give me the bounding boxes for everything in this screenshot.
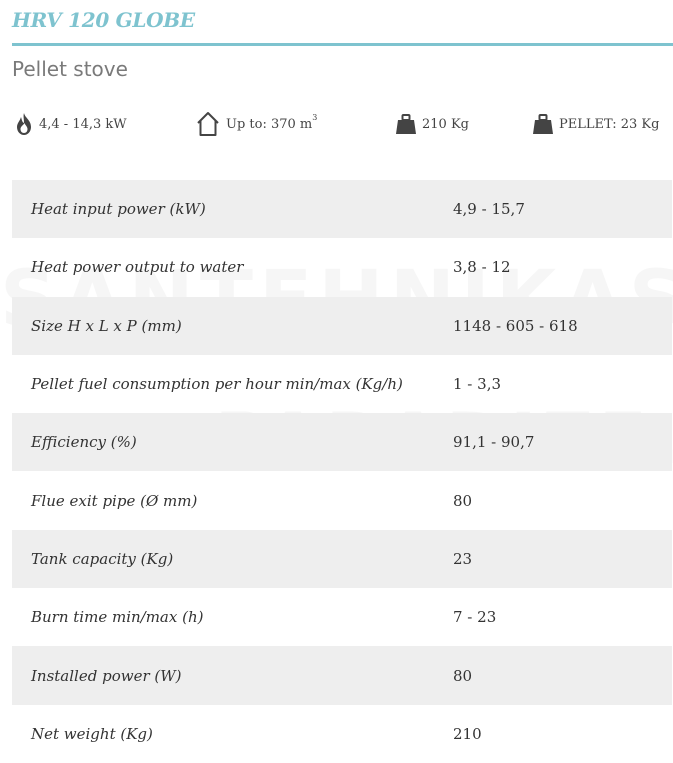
spec-label: Burn time min/max (h)	[31, 608, 204, 627]
spec-label: Efficiency (%)	[31, 433, 137, 452]
feature-power: 4,4 - 14,3 kW	[14, 110, 127, 138]
spec-label: Pellet fuel consumption per hour min/max…	[31, 375, 403, 394]
spec-label: Installed power (W)	[31, 666, 182, 685]
table-row: Burn time min/max (h) 7 - 23	[12, 588, 672, 646]
flame-icon	[14, 112, 34, 136]
table-row: Net weight (Kg) 210	[12, 705, 672, 763]
product-title: HRV 120 GLOBE	[12, 8, 195, 32]
feature-weight: 210 Kg	[395, 110, 469, 138]
weight-icon	[395, 113, 417, 135]
feature-area-text: Up to: 370 m3	[226, 113, 318, 132]
table-row: Size H x L x P (mm) 1148 - 605 - 618	[12, 296, 672, 355]
spec-value: 80	[453, 666, 473, 685]
spec-label: Size H x L x P (mm)	[31, 316, 182, 335]
spec-value: 4,9 - 15,7	[453, 200, 525, 219]
specs-table: Heat input power (kW) 4,9 - 15,7 Heat po…	[12, 180, 672, 763]
spec-value: 80	[453, 491, 473, 510]
spec-value: 7 - 23	[453, 608, 497, 627]
feature-pellet-text: PELLET: 23 Kg	[559, 116, 660, 132]
feature-power-text: 4,4 - 14,3 kW	[39, 116, 127, 132]
product-subtitle: Pellet stove	[12, 57, 128, 81]
table-row: Pellet fuel consumption per hour min/max…	[12, 355, 672, 413]
spec-label: Heat power output to water	[31, 258, 244, 277]
feature-area: Up to: 370 m3	[195, 110, 317, 138]
feature-area-unit-exponent: 3	[312, 113, 318, 123]
feature-pellet: PELLET: 23 Kg	[532, 110, 659, 138]
spec-label: Tank capacity (Kg)	[31, 549, 174, 568]
table-row: Flue exit pipe (Ø mm) 80	[12, 471, 672, 529]
spec-label: Flue exit pipe (Ø mm)	[31, 491, 198, 510]
spec-value: 1148 - 605 - 618	[453, 316, 578, 335]
spec-value: 91,1 - 90,7	[453, 433, 535, 452]
spec-value: 210	[453, 724, 482, 743]
table-row: Heat input power (kW) 4,9 - 15,7	[12, 180, 672, 239]
feature-weight-text: 210 Kg	[422, 116, 469, 132]
table-row: Installed power (W) 80	[12, 646, 672, 705]
table-row: Heat power output to water 3,8 - 12	[12, 238, 672, 296]
spec-value: 3,8 - 12	[453, 258, 511, 277]
table-row: Efficiency (%) 91,1 - 90,7	[12, 413, 672, 472]
spec-value: 23	[453, 549, 473, 568]
spec-value: 1 - 3,3	[453, 375, 502, 394]
title-divider	[12, 43, 673, 46]
weight-icon	[532, 113, 554, 135]
house-icon	[195, 111, 221, 137]
spec-label: Heat input power (kW)	[31, 200, 206, 219]
table-row: Tank capacity (Kg) 23	[12, 529, 672, 589]
spec-label: Net weight (Kg)	[31, 724, 153, 743]
